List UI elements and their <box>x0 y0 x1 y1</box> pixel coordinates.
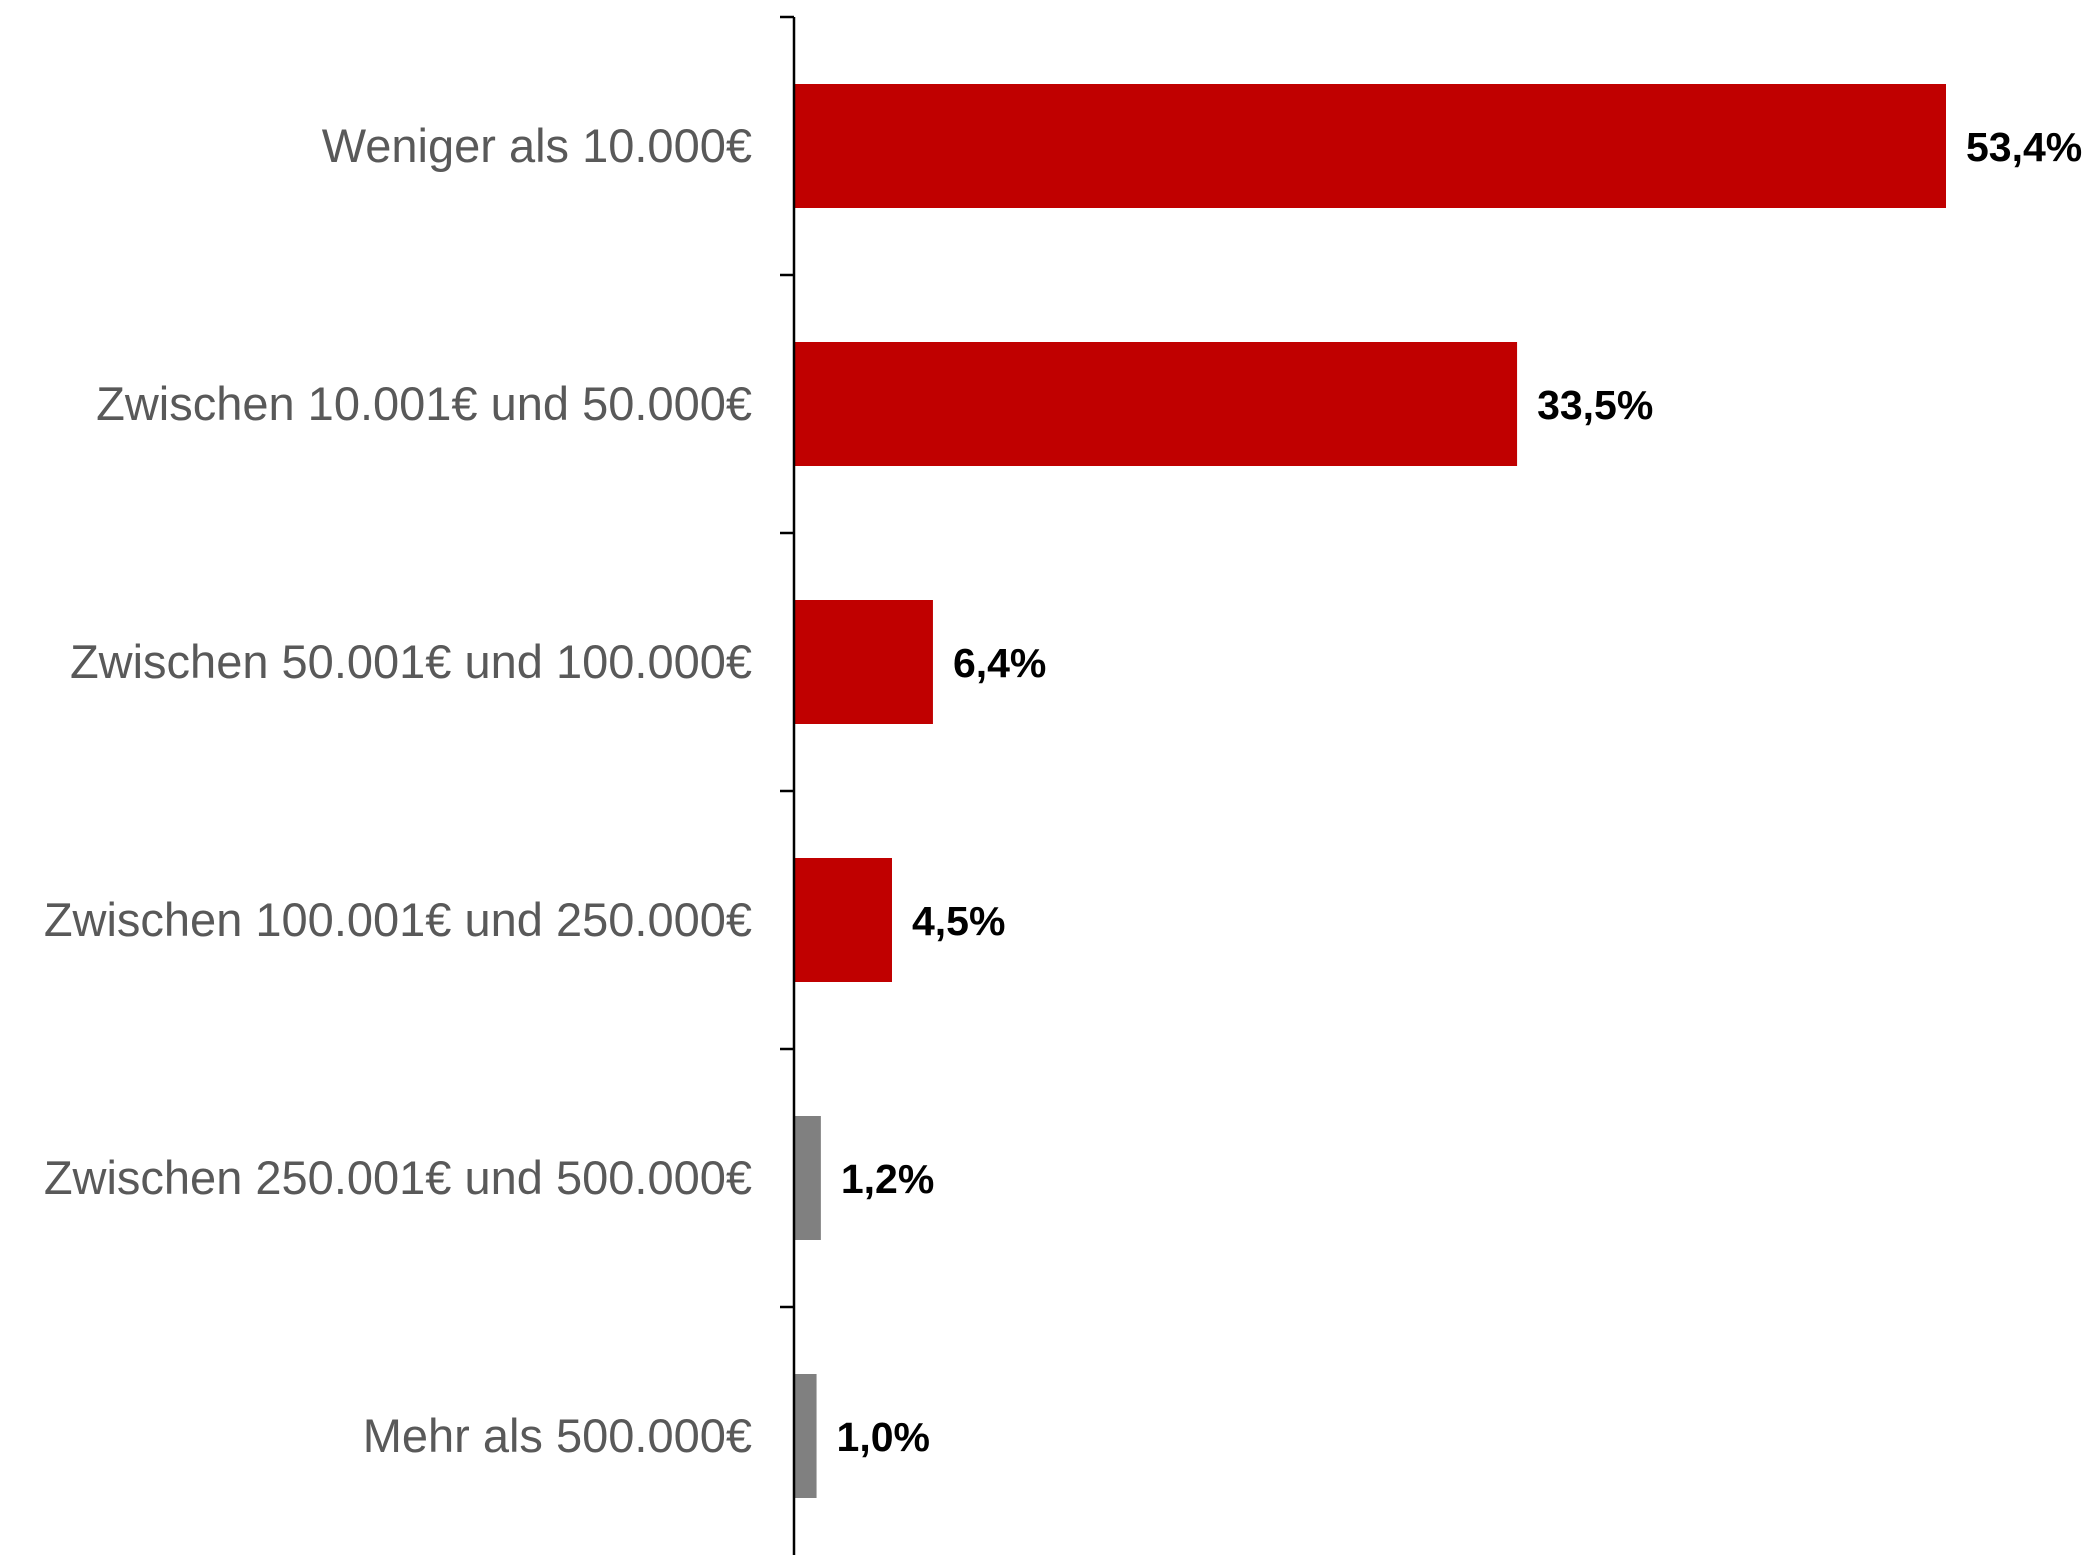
bar <box>795 600 933 724</box>
data-label: 1,2% <box>841 1156 934 1202</box>
category-label: Weniger als 10.000€ <box>322 119 752 172</box>
category-label: Zwischen 10.001€ und 50.000€ <box>96 377 752 430</box>
bar <box>795 858 892 982</box>
category-label: Mehr als 500.000€ <box>363 1409 752 1462</box>
data-label: 4,5% <box>912 898 1005 944</box>
bar <box>795 1374 817 1498</box>
category-labels: Weniger als 10.000€ Zwischen 10.001€ und … <box>44 119 752 1462</box>
data-label: 1,0% <box>837 1414 930 1460</box>
bar <box>795 1116 821 1240</box>
bar <box>795 342 1518 466</box>
data-label: 33,5% <box>1537 382 1653 428</box>
value-labels: 53,4% 33,5% 6,4% 4,5% 1,2% 1,0% <box>837 124 2083 1460</box>
category-label: Zwischen 250.001€ und 500.000€ <box>44 1151 752 1204</box>
bars <box>795 84 1946 1498</box>
category-label: Zwischen 50.001€ und 100.000€ <box>70 635 752 688</box>
data-label: 6,4% <box>953 640 1046 686</box>
data-label: 53,4% <box>1966 124 2082 170</box>
axis-ticks <box>780 15 794 1309</box>
category-label: Zwischen 100.001€ und 250.000€ <box>44 893 752 946</box>
bar <box>795 84 1946 208</box>
